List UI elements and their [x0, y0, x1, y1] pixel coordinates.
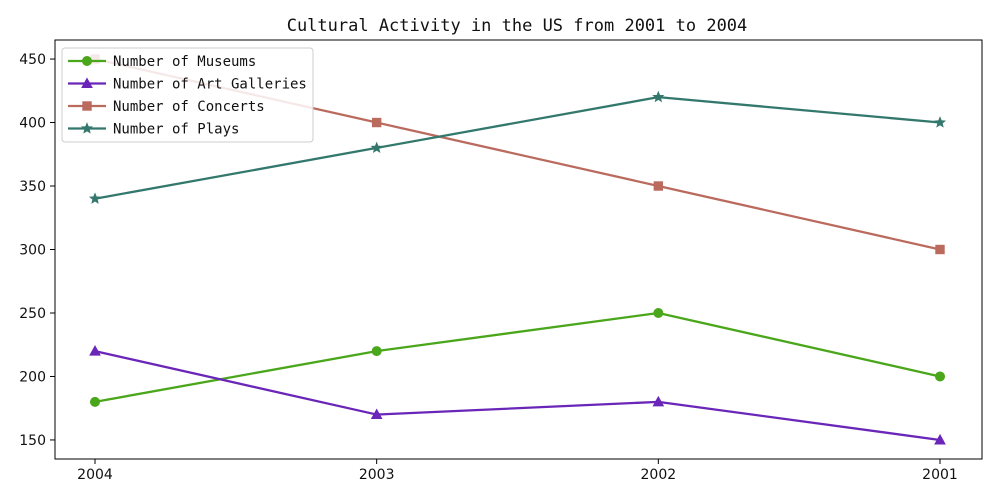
series-line	[94, 95, 941, 200]
legend-label: Number of Plays	[113, 122, 239, 138]
y-tick-label: 150	[19, 433, 46, 449]
legend-item: Number of Concerts	[68, 99, 265, 115]
data-point	[90, 396, 100, 407]
legend-marker	[80, 122, 94, 134]
y-tick-label: 200	[19, 369, 46, 385]
data-point	[653, 307, 664, 318]
x-tick-label: 2003	[359, 467, 395, 483]
data-point	[933, 116, 947, 128]
data-point	[370, 408, 383, 420]
series-layer	[88, 54, 947, 445]
y-tick-label: 300	[19, 243, 46, 259]
data-point	[934, 433, 946, 445]
data-point	[89, 345, 101, 356]
x-tick-label: 2001	[922, 467, 958, 483]
data-point	[652, 395, 665, 407]
legend: Number of Museums Number of Art Galleries…	[61, 47, 314, 143]
data-point	[370, 141, 383, 154]
legend-label: Number of Art Galleries	[113, 77, 307, 93]
series-line	[94, 311, 941, 403]
series-line	[94, 349, 941, 442]
data-point	[935, 371, 945, 382]
y-tick-label: 400	[19, 116, 46, 132]
legend-label: Number of Museums	[113, 54, 256, 70]
legend-marker	[82, 101, 92, 111]
series-1	[90, 307, 945, 407]
legend-label: Number of Concerts	[113, 99, 265, 115]
y-tick-label: 450	[19, 52, 46, 68]
axes: 150 200 250 300 350 400 450 2004 2003 2002 2001	[19, 39, 983, 483]
legend-item: Number of Plays	[68, 122, 239, 138]
legend-box	[61, 47, 314, 143]
data-point	[652, 90, 665, 103]
data-point	[88, 192, 102, 204]
data-point	[935, 244, 945, 255]
y-tick-label: 250	[19, 306, 46, 322]
x-tick-label: 2004	[77, 467, 113, 483]
data-point	[371, 117, 382, 128]
y-tick-label: 350	[19, 179, 46, 195]
legend-item: Number of Museums	[68, 54, 256, 70]
data-point	[653, 181, 664, 191]
series-2	[89, 345, 946, 445]
chart-title: Cultural Activity in the US from 2001 to…	[287, 16, 748, 36]
series-4	[88, 90, 947, 204]
legend-marker	[82, 56, 92, 66]
data-point	[371, 346, 382, 357]
legend-marker	[81, 77, 93, 88]
x-tick-label: 2002	[641, 467, 677, 483]
legend-item: Number of Art Galleries	[68, 77, 307, 93]
